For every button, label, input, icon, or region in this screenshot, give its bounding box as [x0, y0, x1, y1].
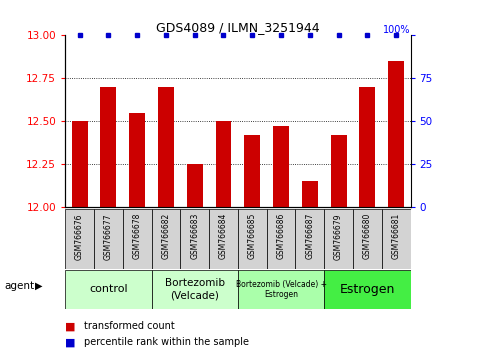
Text: 100%: 100% [383, 24, 411, 35]
Text: GSM766685: GSM766685 [248, 213, 257, 259]
Text: GSM766680: GSM766680 [363, 213, 372, 259]
Text: GSM766678: GSM766678 [133, 213, 142, 259]
Text: GSM766681: GSM766681 [392, 213, 401, 259]
Bar [180, 209, 209, 269]
Bar [238, 209, 267, 269]
Bar [187, 164, 203, 207]
Bar [302, 181, 318, 207]
Text: GSM766676: GSM766676 [75, 213, 84, 259]
Bar [158, 87, 174, 207]
Bar [65, 209, 94, 269]
Bar [100, 87, 116, 207]
Text: ▶: ▶ [35, 281, 43, 291]
Bar [296, 209, 324, 269]
Text: GSM766687: GSM766687 [305, 213, 314, 259]
Bar [244, 135, 260, 207]
Text: GSM766683: GSM766683 [190, 213, 199, 259]
Bar [359, 87, 375, 207]
Bar [324, 209, 353, 269]
Bar [238, 270, 324, 309]
Bar [129, 113, 145, 207]
Bar [215, 121, 231, 207]
Text: control: control [89, 284, 128, 294]
Bar [324, 270, 411, 309]
Bar [331, 135, 346, 207]
Text: GSM766686: GSM766686 [277, 213, 285, 259]
Text: Estrogen: Estrogen [340, 283, 395, 296]
Text: ■: ■ [65, 321, 76, 331]
Bar [123, 209, 152, 269]
Bar [209, 209, 238, 269]
Text: GSM766684: GSM766684 [219, 213, 228, 259]
Text: agent: agent [5, 281, 35, 291]
Bar [382, 209, 411, 269]
Text: Bortezomib
(Velcade): Bortezomib (Velcade) [165, 278, 225, 300]
Bar [94, 209, 123, 269]
Bar [152, 209, 180, 269]
Bar [71, 121, 87, 207]
Text: GSM766677: GSM766677 [104, 213, 113, 259]
Text: Bortezomib (Velcade) +
Estrogen: Bortezomib (Velcade) + Estrogen [236, 280, 327, 299]
Bar [152, 270, 238, 309]
Text: GSM766679: GSM766679 [334, 213, 343, 259]
Bar [273, 126, 289, 207]
Bar [65, 270, 152, 309]
Bar [353, 209, 382, 269]
Text: percentile rank within the sample: percentile rank within the sample [84, 337, 249, 347]
Text: transformed count: transformed count [84, 321, 174, 331]
Text: ■: ■ [65, 337, 76, 347]
Text: GSM766682: GSM766682 [161, 213, 170, 259]
Bar [267, 209, 296, 269]
Bar [388, 61, 404, 207]
Title: GDS4089 / ILMN_3251944: GDS4089 / ILMN_3251944 [156, 21, 320, 34]
